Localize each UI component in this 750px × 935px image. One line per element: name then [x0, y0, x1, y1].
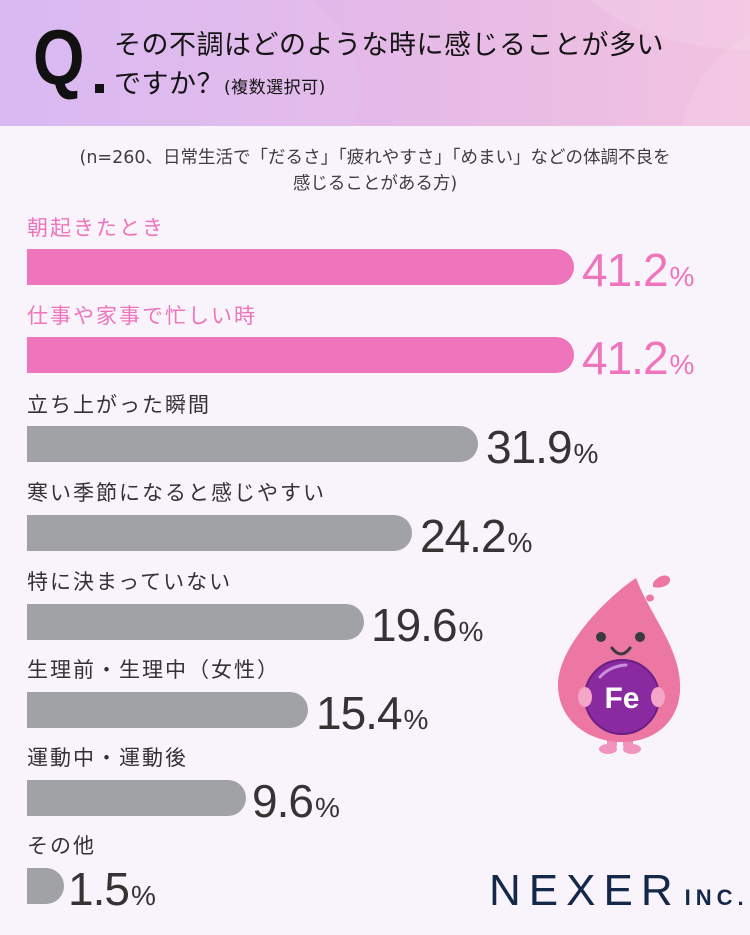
bar [27, 426, 478, 462]
note-line2: 感じることがある方) [292, 174, 458, 194]
question-header: Q その不調はどのような時に感じることが多い ですか？(複数選択可) [0, 0, 750, 126]
bar-label: 仕事や家事で忙しい時 [27, 304, 257, 328]
decor-circle [0, 0, 360, 126]
bar [27, 780, 246, 816]
logo-main: NEXER [489, 866, 681, 915]
bar [27, 604, 364, 640]
bar [27, 515, 412, 551]
bar [27, 868, 64, 904]
iron-droplet-mascot-icon: Fe [558, 575, 681, 754]
title-line1: その不調はどのような時に感じることが多い [114, 30, 664, 61]
logo-suffix: INC. [684, 885, 749, 910]
title-line2-main: ですか？ [114, 69, 224, 100]
bar-value: 15.4% [316, 687, 429, 739]
q-mark: Q [33, 13, 85, 101]
bar [27, 692, 308, 728]
bar-value: 19.6% [371, 599, 484, 651]
nexer-logo: NEXER INC. [489, 866, 749, 916]
bar-value: 31.9% [486, 421, 599, 473]
bar [27, 337, 574, 373]
bar-label: 生理前・生理中（女性） [27, 658, 280, 682]
bar-value: 1.5% [68, 863, 156, 915]
bar-label: 運動中・運動後 [27, 746, 188, 770]
bar-label: 特に決まっていない [27, 570, 233, 594]
question-title: その不調はどのような時に感じることが多い ですか？(複数選択可) [114, 26, 664, 108]
title-sub: (複数選択可) [224, 78, 326, 98]
bar-label: その他 [27, 834, 96, 858]
bar-value: 24.2% [420, 510, 533, 562]
fe-badge-text: Fe [604, 682, 639, 715]
q-dot [95, 84, 104, 93]
bar-value: 9.6% [252, 775, 340, 827]
bar [27, 249, 574, 285]
sample-note: (n=260、日常生活で「だるさ」「疲れやすさ」「めまい」などの体調不良を 感じ… [0, 145, 750, 197]
note-line1: (n=260、日常生活で「だるさ」「疲れやすさ」「めまい」などの体調不良を [79, 148, 671, 168]
bar-label: 立ち上がった瞬間 [27, 393, 211, 417]
bar-value: 41.2% [582, 244, 695, 296]
bar-label: 朝起きたとき [27, 216, 165, 240]
title-line2: ですか？(複数選択可) [114, 65, 664, 108]
bar-value: 41.2% [582, 332, 695, 384]
bar-label: 寒い季節になると感じやすい [27, 481, 326, 505]
